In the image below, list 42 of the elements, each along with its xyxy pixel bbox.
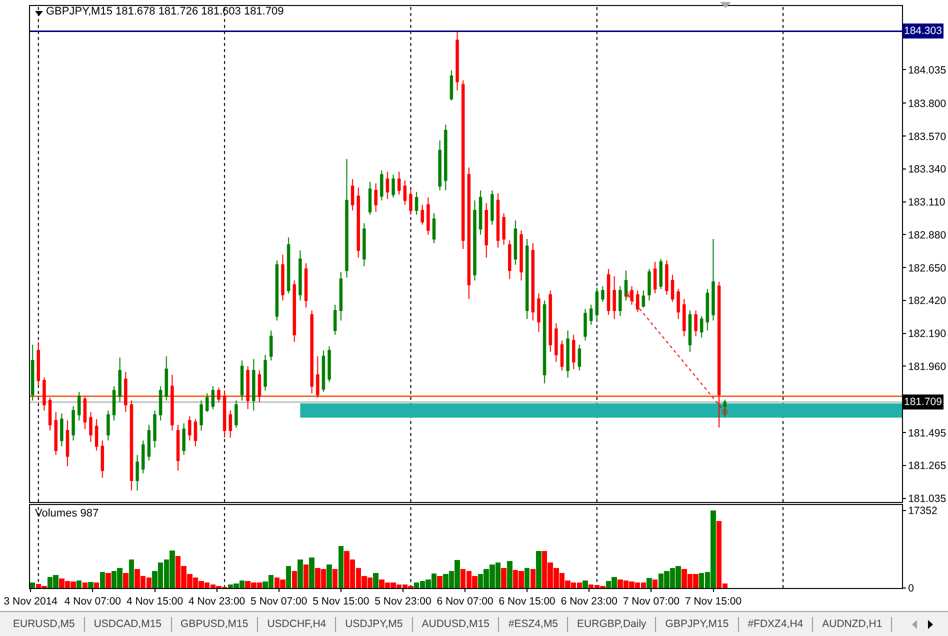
text: EURUSD,M5 xyxy=(4,616,85,632)
y-tick-label: 183.340 xyxy=(908,164,946,176)
y-tick-label: 181.265 xyxy=(908,460,946,472)
chart-title: Volumes 987 xyxy=(35,508,99,520)
chart-title: GBPJPY,M15 181.678 181.726 181.603 181.709 xyxy=(46,6,284,18)
x-tick-label: 7 Nov 07:00 xyxy=(622,596,680,608)
x-tick-label: 3 Nov 2014 xyxy=(4,596,58,608)
text: USDCAD,M15 xyxy=(84,616,172,632)
y-tick-label: 0 xyxy=(908,582,914,595)
y-tick-label: 181.960 xyxy=(908,360,946,373)
x-tick-label: 4 Nov 07:00 xyxy=(64,596,122,608)
y-tick-label: 181.035 xyxy=(908,493,946,506)
text: AUDNZD,H1 xyxy=(813,616,892,632)
y-tick-label: 183.570 xyxy=(908,130,946,143)
text: AUDUSD,M15 xyxy=(412,616,500,632)
y-tick-label: 182.880 xyxy=(908,229,946,242)
x-tick-label: 6 Nov 15:00 xyxy=(498,596,556,608)
text: #ESZ4,M5 xyxy=(499,616,568,632)
y-tick-label: 181.495 xyxy=(908,427,946,440)
x-tick-label: 6 Nov 23:00 xyxy=(560,596,618,608)
y-tick-label: 183.800 xyxy=(908,98,946,110)
text: USDCHF,H4 xyxy=(258,616,336,632)
y-tick-label: 182.650 xyxy=(908,262,946,274)
y-tick-label: 183.110 xyxy=(908,196,946,209)
y-tick-label: 182.420 xyxy=(908,295,946,308)
x-tick-label: 5 Nov 15:00 xyxy=(312,596,370,608)
x-tick-label: 5 Nov 07:00 xyxy=(250,596,308,608)
ref-line-label: 181.709 xyxy=(904,396,942,408)
text: USDJPY,M5 xyxy=(336,616,413,632)
x-tick-label: 7 Nov 15:00 xyxy=(684,596,742,608)
text: GBPJPY,M15 xyxy=(656,616,739,632)
x-tick-label: 4 Nov 15:00 xyxy=(126,596,184,608)
y-tick-label: 184.035 xyxy=(908,64,946,76)
text: GBPUSD,M15 xyxy=(172,616,258,632)
text: #FDXZ4,H4 xyxy=(738,616,814,632)
x-tick-label: 6 Nov 07:00 xyxy=(436,596,494,608)
x-tick-label: 4 Nov 23:00 xyxy=(188,596,246,608)
text: EURGBP,Daily xyxy=(568,616,656,632)
ref-line-label: 184.303 xyxy=(904,25,942,37)
y-tick-label: 17352 xyxy=(908,504,938,517)
y-tick-label: 182.190 xyxy=(908,328,946,340)
x-tick-label: 5 Nov 23:00 xyxy=(374,596,432,608)
